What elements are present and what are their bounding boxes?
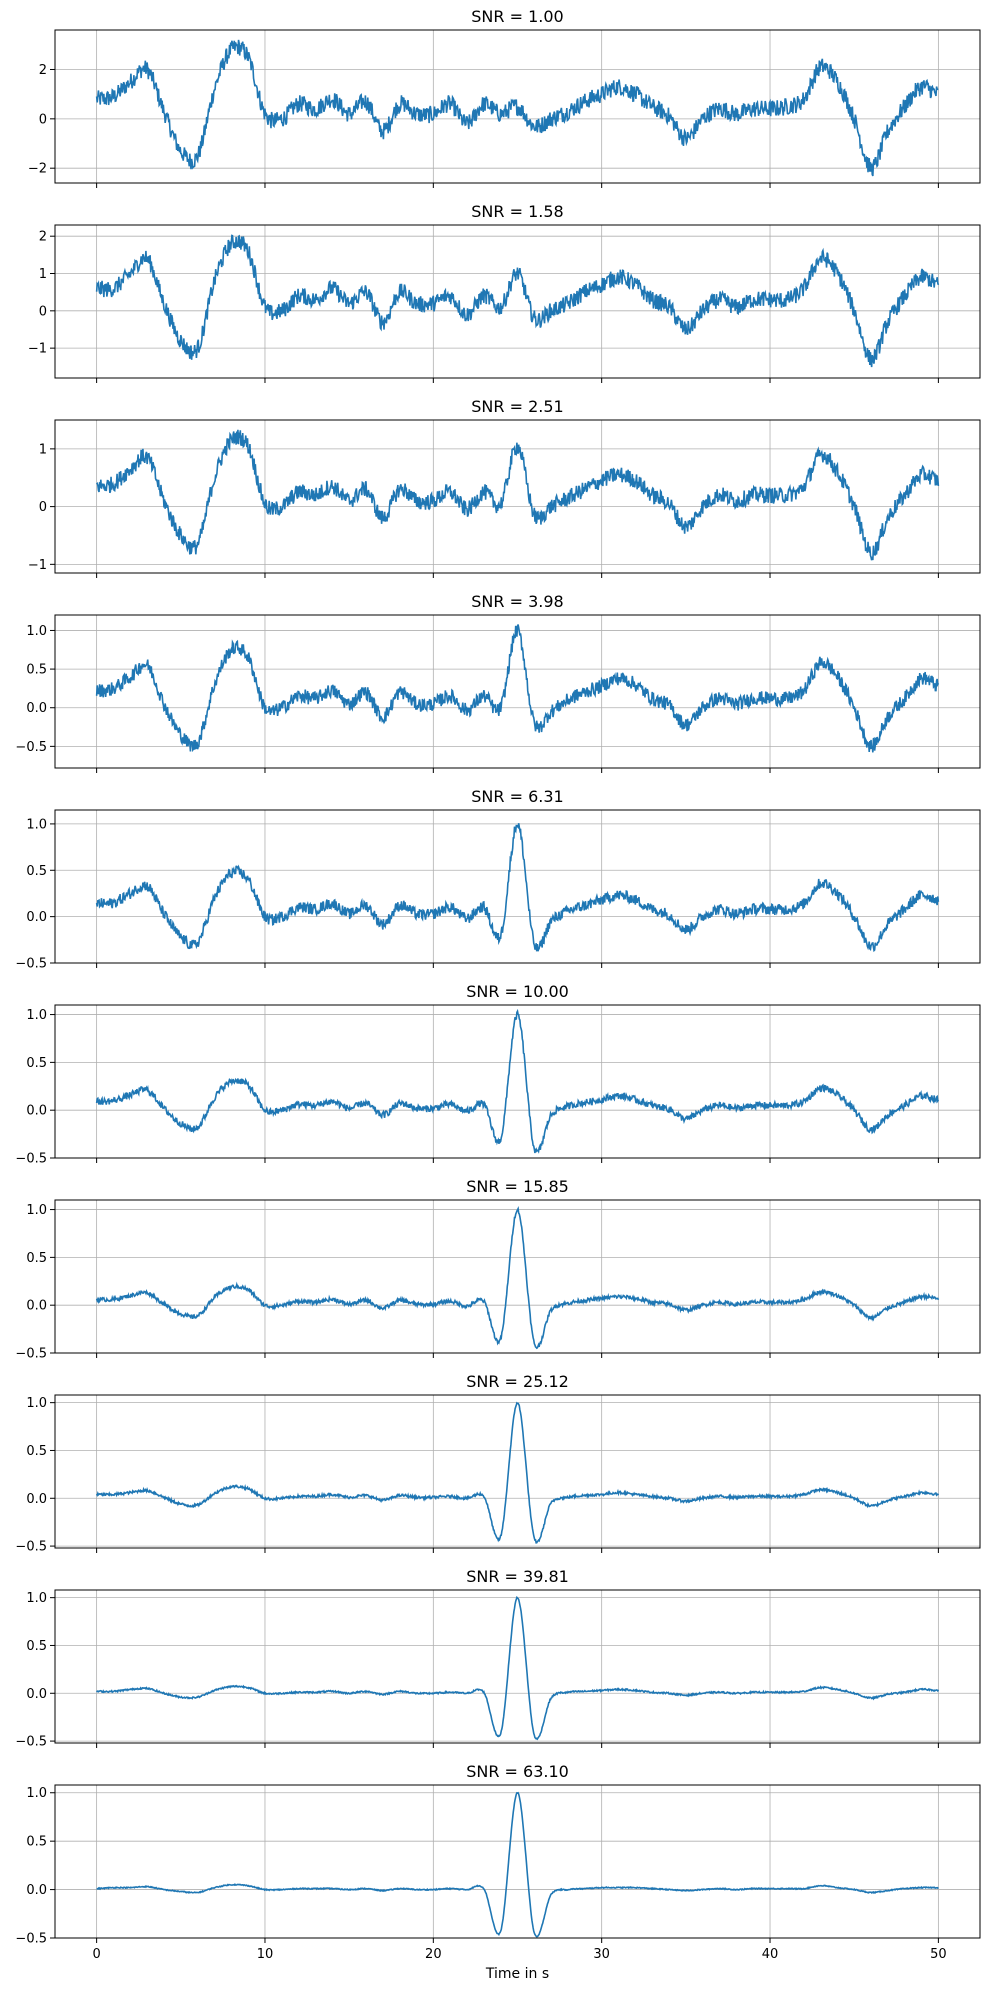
y-tick-label: −0.5 [15, 1347, 47, 1362]
y-tick-label: 0 [39, 500, 47, 515]
subplot-title: SNR = 1.00 [471, 7, 563, 26]
y-tick-label: −0.5 [15, 740, 47, 755]
signal-line [95, 429, 940, 561]
y-tick-label: 1.0 [26, 1203, 47, 1218]
axes-frame [54, 1199, 981, 1354]
y-tick-label: 1.0 [26, 1591, 47, 1606]
subplot-8: SNR = 25.12 −0.5 0.0 0.5 1.0 [15, 1372, 981, 1555]
y-tick-label: 0 [39, 112, 47, 127]
y-tick-label: −2 [28, 162, 47, 177]
y-tick-label: −0.5 [15, 957, 47, 972]
subplot-title: SNR = 39.81 [466, 1567, 569, 1586]
signal-line [95, 823, 940, 953]
x-tick-label: 10 [257, 1947, 274, 1962]
subplot-title: SNR = 63.10 [466, 1762, 569, 1781]
y-tick-label: 0 [39, 304, 47, 319]
y-tick-label: 1.0 [26, 1396, 47, 1411]
y-tick-label: 0.5 [26, 1056, 47, 1071]
subplot-3: SNR = 2.51 −1 0 1 [28, 397, 981, 578]
y-tick-label: −0.5 [15, 1735, 47, 1750]
x-axis-label: Time in s [485, 1966, 549, 1982]
subplot-10: SNR = 63.10 −0.5 0.0 0.5 1.0 0 10 20 30 40 50 Time … [15, 1762, 981, 1982]
subplot-6: SNR = 10.00 −0.5 0.0 0.5 1.0 [15, 982, 981, 1167]
x-tick-label: 20 [425, 1947, 442, 1962]
y-tick-label: 2 [39, 230, 47, 245]
subplot-7: SNR = 15.85 −0.5 0.0 0.5 1.0 [15, 1177, 981, 1362]
y-tick-label: −1 [28, 558, 47, 573]
y-tick-label: 0.5 [26, 864, 47, 879]
y-tick-label: 0.0 [26, 1299, 47, 1314]
y-tick-label: 0.0 [26, 1492, 47, 1507]
y-tick-label: −0.5 [15, 1152, 47, 1167]
x-tick-label: 50 [930, 1947, 947, 1962]
y-tick-label: 0.0 [26, 1883, 47, 1898]
signal-line [95, 1401, 940, 1544]
signal-line [95, 1205, 940, 1350]
signal-line [95, 1595, 940, 1741]
y-tick-label: 0.0 [26, 701, 47, 716]
y-tick-label: −1 [28, 342, 47, 357]
subplot-title: SNR = 3.98 [471, 592, 563, 611]
axes-frame [54, 1004, 981, 1159]
x-tick-label: 40 [762, 1947, 779, 1962]
y-tick-label: 1.0 [26, 1008, 47, 1023]
y-tick-label: 1 [39, 267, 47, 282]
axes-frame [54, 224, 981, 379]
y-tick-label: −0.5 [15, 1540, 47, 1555]
subplot-title: SNR = 15.85 [466, 1177, 569, 1196]
subplot-title: SNR = 25.12 [466, 1372, 569, 1391]
subplot-2: SNR = 1.58 −1 0 1 2 [28, 202, 981, 383]
y-tick-label: 0.0 [26, 1687, 47, 1702]
subplot-title: SNR = 1.58 [471, 202, 563, 221]
y-tick-label: 1.0 [26, 817, 47, 832]
signal-line [95, 1008, 940, 1154]
y-tick-label: 0.0 [26, 910, 47, 925]
subplot-title: SNR = 2.51 [471, 397, 563, 416]
axes-frame [54, 419, 981, 574]
y-tick-label: −0.5 [15, 1932, 47, 1947]
signal-line [95, 39, 939, 177]
y-tick-label: 1 [39, 442, 47, 457]
subplot-title: SNR = 10.00 [466, 982, 569, 1001]
subplot-4: SNR = 3.98 −0.5 0.0 0.5 1.0 [15, 592, 981, 773]
subplot-5: SNR = 6.31 −0.5 0.0 0.5 1.0 [15, 787, 981, 972]
axes-frame [54, 1394, 981, 1549]
y-tick-label: 2 [39, 63, 47, 78]
axes-frame [54, 809, 981, 964]
signal-line [95, 234, 940, 368]
axes-frame [54, 1589, 981, 1744]
subplot-9: SNR = 39.81 −0.5 0.0 0.5 1.0 [15, 1567, 981, 1750]
y-tick-label: 1.0 [26, 624, 47, 639]
signal-line [95, 624, 940, 753]
y-tick-label: 0.5 [26, 1639, 47, 1654]
y-tick-label: 0.5 [26, 1835, 47, 1850]
y-tick-label: 0.5 [26, 1444, 47, 1459]
y-tick-label: 0.5 [26, 1251, 47, 1266]
x-tick-label: 30 [593, 1947, 610, 1962]
x-tick-label: 0 [92, 1947, 100, 1962]
axes-frame [54, 29, 981, 184]
y-tick-label: 0.0 [26, 1104, 47, 1119]
subplot-1: SNR = 1.00 −2 0 2 [28, 7, 981, 188]
y-tick-label: 0.5 [26, 663, 47, 678]
axes-frame [54, 1784, 981, 1939]
y-tick-label: 1.0 [26, 1786, 47, 1801]
subplot-title: SNR = 6.31 [471, 787, 563, 806]
signal-line [96, 1791, 939, 1938]
axes-frame [54, 614, 981, 769]
